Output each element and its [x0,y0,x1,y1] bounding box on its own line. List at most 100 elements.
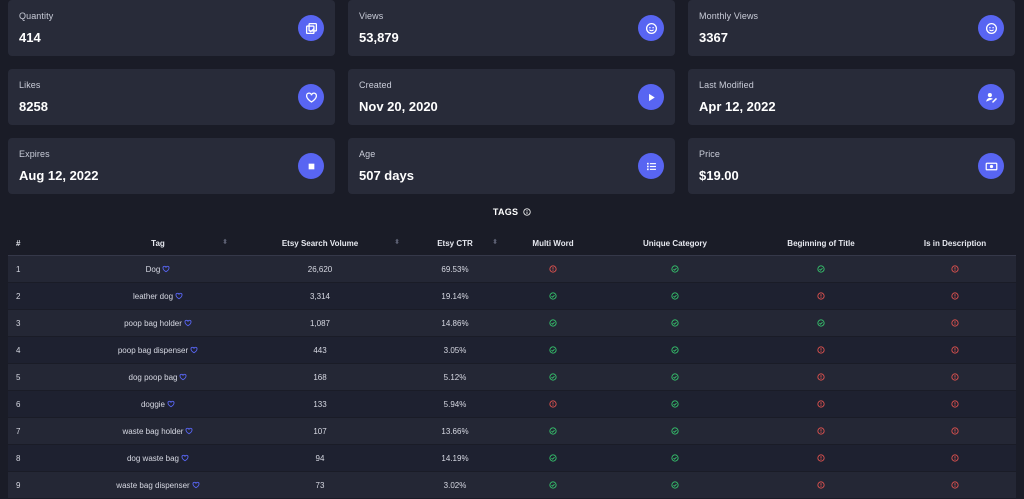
tag-text: poop bag dispenser [117,345,189,355]
cell-ctr: 3.05% [406,336,504,364]
table-row: 9 waste bag dispenser 73 3.02% [8,471,1016,499]
heart-icon[interactable] [179,454,189,463]
cell-index: 9 [8,471,82,499]
cell-beginning-of-title [748,363,894,391]
cell-unique-category [602,282,748,310]
sort-icon[interactable]: ⬍ [492,239,498,246]
cell-search-volume: 26,620 [234,255,406,283]
alert-circle-icon [951,345,959,355]
col-header-ctr[interactable]: Etsy CTR ⬍ [406,231,504,256]
user-edit-icon [978,84,1004,110]
alert-circle-icon [951,372,959,382]
alert-circle-icon [951,291,959,301]
cell-in-description [894,363,1016,391]
cell-index: 1 [8,255,82,283]
table-row: 2 leather dog 3,314 19.14% [8,282,1016,310]
cell-search-volume: 94 [234,444,406,472]
cell-unique-category [602,336,748,364]
cell-search-volume: 3,314 [234,282,406,310]
stat-value: Nov 20, 2020 [359,99,438,114]
check-circle-icon [549,480,557,490]
cell-unique-category [602,444,748,472]
stat-value: 8258 [19,99,48,114]
cell-index: 5 [8,363,82,391]
heart-icon[interactable] [165,400,175,409]
cell-tag: dog poop bag [82,363,234,391]
check-circle-icon [549,453,557,463]
cell-multi-word [504,471,602,499]
table-row: 1 Dog 26,620 69.53% [8,255,1016,283]
tag-text: poop bag holder [124,318,182,328]
list-icon [638,153,664,179]
alert-circle-icon [951,318,959,328]
heart-icon[interactable] [188,346,198,355]
heart-icon[interactable] [177,373,187,382]
heart-icon [298,84,324,110]
tag-text: doggie [140,399,166,409]
check-circle-icon [671,264,679,274]
heart-icon[interactable] [183,427,193,436]
stat-value: 507 days [359,168,414,183]
stat-value: 3367 [699,30,728,45]
info-icon[interactable] [523,208,531,216]
cell-multi-word [504,444,602,472]
cell-index: 3 [8,309,82,337]
stat-label: Price [699,149,721,159]
cell-beginning-of-title [748,390,894,418]
cell-in-description [894,255,1016,283]
tag-text: dog waste bag [126,453,180,463]
stat-value: Aug 12, 2022 [19,168,99,183]
cell-beginning-of-title [748,444,894,472]
cell-beginning-of-title [748,255,894,283]
cell-search-volume: 443 [234,336,406,364]
cell-beginning-of-title [748,336,894,364]
heart-icon[interactable] [160,265,170,274]
alert-circle-icon [951,399,959,409]
col-header-volume[interactable]: Etsy Search Volume ⬍ [234,231,406,256]
alert-circle-icon [817,480,825,490]
cell-multi-word [504,255,602,283]
tags-table: # Tag ⬍ Etsy Search Volume ⬍ Etsy CTR ⬍ Mul… [8,231,1016,499]
tag-text: waste bag dispenser [116,480,190,490]
cell-multi-word [504,390,602,418]
tag-text: waste bag holder [122,426,184,436]
heart-icon[interactable] [190,481,200,490]
alert-circle-icon [951,426,959,436]
check-circle-icon [671,426,679,436]
check-circle-icon [817,318,825,328]
heart-icon[interactable] [182,319,192,328]
cell-ctr: 5.94% [406,390,504,418]
cell-in-description [894,390,1016,418]
col-header-unique-category: Unique Category [602,231,748,256]
alert-circle-icon [817,426,825,436]
sort-icon[interactable]: ⬍ [394,239,400,246]
check-circle-icon [549,372,557,382]
col-header-multi-word: Multi Word [504,231,602,256]
cell-tag: poop bag holder [82,309,234,337]
cell-index: 2 [8,282,82,310]
cell-tag: Dog [82,255,234,283]
cell-in-description [894,336,1016,364]
stat-card-price: Price $19.00 [688,138,1015,194]
tags-section-title: TAGS [0,207,1024,217]
cell-beginning-of-title [748,417,894,445]
table-row: 7 waste bag holder 107 13.66% [8,417,1016,445]
cell-index: 7 [8,417,82,445]
cell-search-volume: 133 [234,390,406,418]
cell-ctr: 69.53% [406,255,504,283]
heart-icon[interactable] [173,292,183,301]
copy-icon [298,15,324,41]
smile-icon [978,15,1004,41]
sort-icon[interactable]: ⬍ [222,239,228,246]
col-header-tag[interactable]: Tag ⬍ [82,231,234,256]
cell-ctr: 13.66% [406,417,504,445]
tags-table-body: 1 Dog 26,620 69.53% 2 leather dog 3,314 19.14% 3… [8,255,1016,499]
tag-text: Dog [145,264,161,274]
stat-value: Apr 12, 2022 [699,99,776,114]
cell-beginning-of-title [748,309,894,337]
stat-card-views: Views 53,879 [348,0,675,56]
cell-ctr: 14.86% [406,309,504,337]
check-circle-icon [549,345,557,355]
alert-circle-icon [817,453,825,463]
cell-tag: poop bag dispenser [82,336,234,364]
